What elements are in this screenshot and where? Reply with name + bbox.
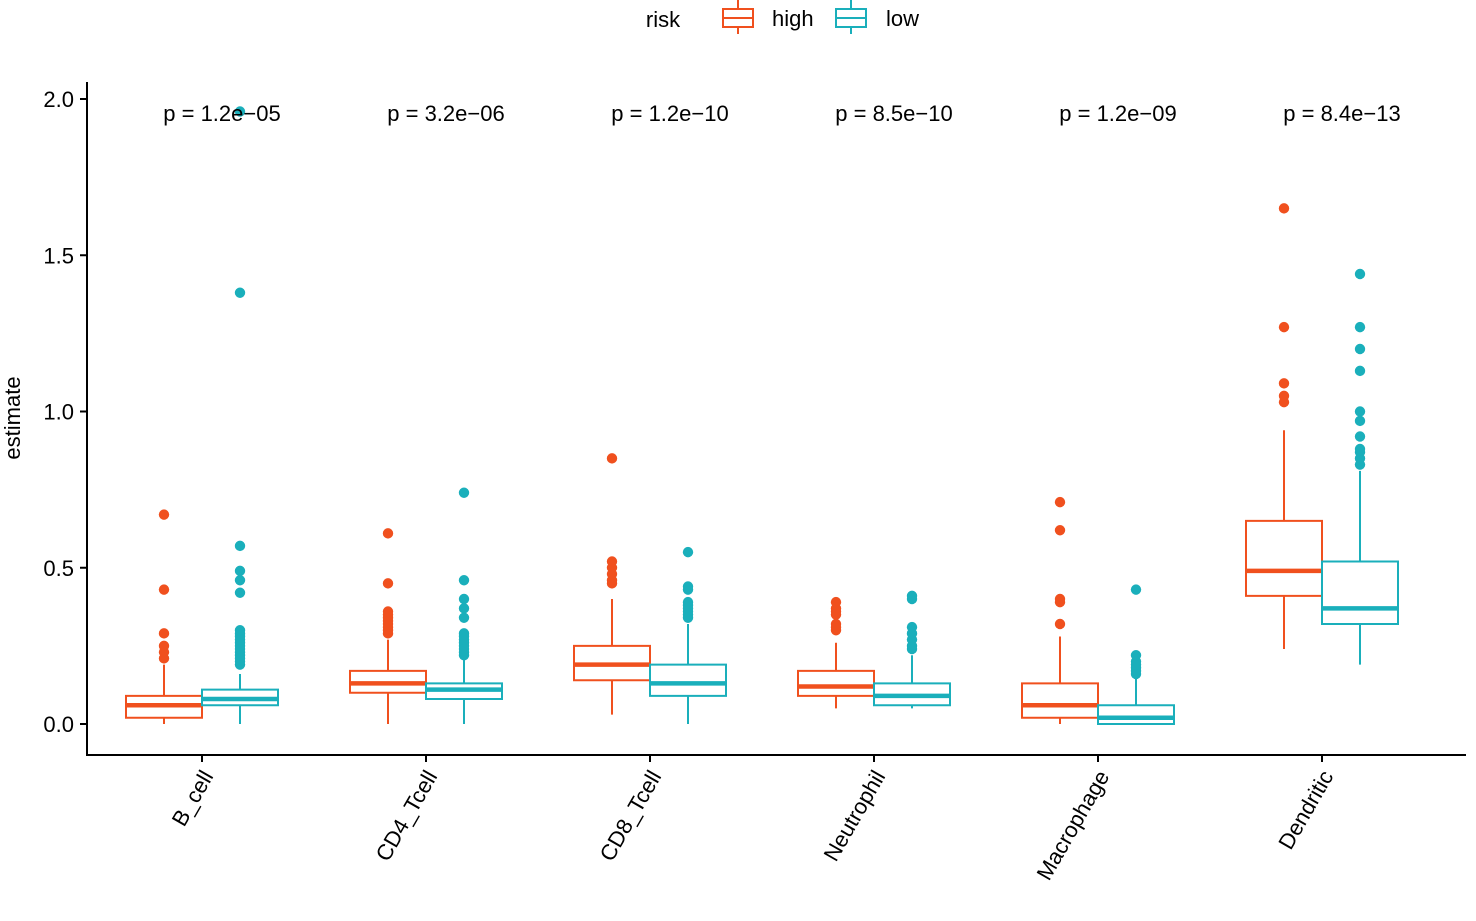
- box-low-macrophage: [1097, 584, 1175, 725]
- outlier-point: [830, 596, 842, 608]
- outlier-point: [1054, 496, 1066, 508]
- box-high-neutrophil: [797, 596, 875, 709]
- y-tick-label: 2.0: [43, 87, 74, 112]
- outlier-point: [606, 556, 618, 567]
- x-tick-label-dendritic: Dendritic: [1273, 766, 1338, 854]
- outlier-point: [458, 612, 470, 623]
- outlier-point: [458, 593, 470, 605]
- outlier-point: [158, 628, 170, 639]
- outlier-point: [234, 575, 246, 586]
- box-high-cd4-tcell: [349, 528, 427, 724]
- outlier-point: [1278, 203, 1290, 214]
- outlier-point: [1130, 650, 1142, 661]
- outlier-point: [682, 596, 694, 608]
- outlier-point: [458, 487, 470, 498]
- p-value-cd4-tcell: p = 3.2e−06: [387, 101, 504, 126]
- legend-label-low: low: [886, 6, 919, 31]
- outlier-point: [1054, 525, 1066, 536]
- p-value-neutrophil: p = 8.5e−10: [835, 101, 952, 126]
- outlier-point: [1354, 268, 1366, 280]
- outlier-point: [682, 581, 694, 592]
- box-high-macrophage: [1021, 496, 1099, 724]
- legend-item-low: low: [835, 0, 919, 34]
- outlier-point: [382, 528, 394, 539]
- outlier-point: [1354, 415, 1366, 427]
- x-tick-label-cd4-tcell: CD4_Tcell: [371, 766, 443, 865]
- outlier-point: [1354, 406, 1366, 417]
- outlier-point: [1354, 365, 1366, 377]
- p-value-dendritic: p = 8.4e−13: [1283, 101, 1400, 126]
- legend-label-high: high: [772, 6, 814, 31]
- x-tick-label-cd8-tcell: CD8_Tcell: [595, 766, 667, 865]
- legend: risk high low: [646, 0, 919, 34]
- outlier-point: [158, 509, 170, 520]
- outlier-point: [830, 618, 842, 630]
- y-tick-label: 1.5: [43, 243, 74, 268]
- box-low-neutrophil: [873, 590, 951, 709]
- outlier-point: [458, 575, 470, 586]
- outlier-point: [234, 565, 246, 577]
- outlier-point: [158, 640, 170, 652]
- y-axis-title: estimate: [0, 376, 25, 459]
- p-value-b-cell: p = 1.2e−05: [163, 101, 280, 126]
- box-low-dendritic: [1321, 268, 1399, 665]
- box-iqr: [649, 663, 727, 697]
- outlier-point: [382, 578, 394, 589]
- legend-item-high: high: [722, 0, 814, 34]
- box-iqr: [1321, 560, 1399, 625]
- outlier-point: [1054, 593, 1066, 605]
- outlier-point: [234, 625, 246, 636]
- x-tick-label-neutrophil: Neutrophil: [819, 766, 891, 865]
- outlier-point: [606, 453, 618, 464]
- box-iqr: [1245, 519, 1323, 597]
- outlier-point: [458, 603, 470, 614]
- outlier-point: [382, 606, 394, 617]
- outlier-point: [1054, 618, 1066, 630]
- outlier-point: [1354, 431, 1366, 442]
- box-high-b-cell: [125, 509, 203, 724]
- legend-title: risk: [646, 7, 681, 32]
- outlier-point: [1354, 443, 1366, 455]
- outlier-point: [234, 587, 246, 598]
- outlier-point: [234, 106, 246, 117]
- box-low-cd4-tcell: [425, 487, 503, 724]
- plot-panel: p = 1.2e−05 p = 3.2e−06 p = 1.2e−10 p = 8.5…: [43, 82, 1466, 884]
- y-tick-label: 0.5: [43, 556, 74, 581]
- box-iqr: [797, 669, 875, 697]
- p-value-cd8-tcell: p = 1.2e−10: [611, 101, 728, 126]
- outlier-point: [906, 621, 918, 633]
- outlier-point: [682, 546, 694, 558]
- outlier-point: [1354, 321, 1366, 333]
- outlier-point: [458, 628, 470, 639]
- outlier-point: [1278, 321, 1290, 333]
- x-tick-label-b-cell: B_cell: [167, 766, 219, 830]
- y-tick-label: 1.0: [43, 400, 74, 425]
- y-tick-label: 0.0: [43, 712, 74, 737]
- box-iqr: [1097, 704, 1175, 725]
- outlier-point: [1354, 343, 1366, 355]
- outlier-point: [1278, 390, 1290, 402]
- box-high-cd8-tcell: [573, 453, 651, 715]
- outlier-point: [234, 287, 246, 298]
- box-iqr: [1021, 682, 1099, 719]
- outlier-point: [906, 590, 918, 602]
- outlier-point: [1278, 378, 1290, 389]
- box-high-dendritic: [1245, 203, 1323, 649]
- box-low-b-cell: [201, 106, 279, 724]
- x-tick-label-macrophage: Macrophage: [1032, 766, 1115, 884]
- outlier-point: [234, 540, 246, 552]
- p-value-macrophage: p = 1.2e−09: [1059, 101, 1176, 126]
- box-low-cd8-tcell: [649, 546, 727, 724]
- outlier-point: [1130, 584, 1142, 595]
- outlier-point: [158, 584, 170, 595]
